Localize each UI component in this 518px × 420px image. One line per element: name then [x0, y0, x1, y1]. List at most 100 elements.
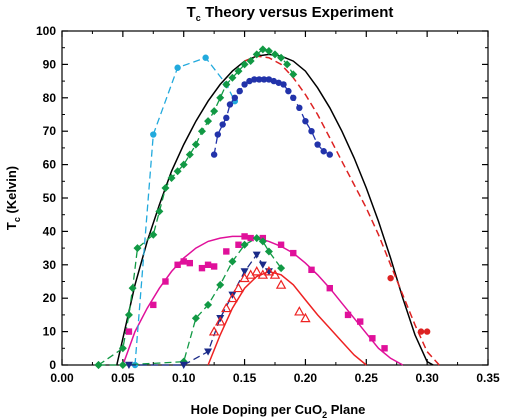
data-point — [149, 230, 158, 239]
data-point — [258, 237, 267, 246]
y-tick-label: 40 — [43, 224, 57, 238]
data-point — [204, 117, 213, 126]
data-point — [180, 258, 187, 265]
data-point — [381, 345, 388, 352]
data-point — [251, 76, 258, 83]
data-point — [214, 131, 221, 138]
data-point — [204, 261, 212, 268]
data-point — [277, 264, 286, 273]
x-tick-label: 0.05 — [111, 371, 135, 385]
theory-curve — [244, 55, 440, 366]
data-point — [271, 50, 279, 59]
data-point — [227, 292, 238, 303]
data-point — [241, 81, 248, 88]
y-tick-label: 100 — [36, 24, 56, 38]
y-tick-label: 20 — [43, 291, 57, 305]
data-point — [226, 101, 234, 108]
data-point — [197, 127, 206, 136]
data-point — [326, 151, 333, 158]
y-tick-label: 80 — [43, 91, 57, 105]
data-point — [179, 160, 188, 169]
y-tick-label: 0 — [49, 358, 56, 372]
data-point — [124, 310, 133, 319]
data-point — [251, 266, 262, 276]
data-point — [155, 207, 164, 216]
data-point — [118, 361, 127, 369]
data-point — [277, 241, 285, 248]
data-point — [252, 234, 261, 243]
data-point — [314, 141, 321, 148]
data-point — [326, 284, 333, 292]
data-point — [269, 269, 281, 279]
data-point — [300, 312, 311, 323]
data-point — [231, 94, 239, 102]
data-point — [246, 57, 255, 66]
data-point — [233, 282, 244, 293]
data-point — [387, 274, 394, 282]
data-point — [357, 318, 364, 325]
data-point — [255, 76, 263, 83]
data-point — [223, 114, 230, 122]
y-tick-label: 90 — [43, 57, 57, 71]
data-point — [191, 140, 200, 149]
data-point — [125, 328, 133, 335]
data-point — [216, 93, 225, 102]
data-point — [162, 278, 169, 285]
y-tick-label: 50 — [43, 191, 57, 205]
x-tick-label: 0.25 — [355, 371, 379, 385]
data-point — [210, 151, 218, 158]
data-point — [320, 148, 327, 155]
series-line — [98, 237, 282, 366]
y-tick-label: 10 — [43, 325, 57, 339]
data-point — [241, 233, 248, 240]
data-point — [150, 131, 157, 138]
data-point — [179, 361, 188, 369]
data-point — [240, 268, 249, 276]
y-axis-title: Tc (Kelvin) — [4, 166, 22, 230]
data-point — [285, 87, 292, 95]
data-point — [216, 315, 225, 323]
data-point — [202, 54, 209, 61]
data-point — [228, 73, 237, 82]
data-point — [264, 247, 273, 256]
data-point — [94, 361, 103, 369]
data-point — [210, 263, 218, 270]
data-point — [290, 249, 297, 257]
data-point — [344, 311, 352, 319]
data-point — [215, 316, 226, 326]
data-point — [264, 47, 273, 56]
data-point — [167, 173, 176, 182]
data-point — [258, 261, 267, 269]
data-point — [275, 79, 282, 86]
series-line — [213, 78, 331, 156]
theory-curve — [207, 270, 367, 366]
data-point — [173, 167, 182, 176]
y-tick-label: 60 — [43, 158, 57, 172]
data-point — [191, 314, 200, 323]
data-point — [252, 251, 261, 259]
data-point — [270, 77, 277, 85]
data-point — [283, 60, 292, 69]
x-tick-label: 0.15 — [233, 371, 257, 385]
data-point — [308, 128, 315, 135]
y-tick-label: 30 — [43, 258, 57, 272]
data-point — [423, 328, 431, 335]
data-point — [258, 45, 267, 54]
data-point — [221, 302, 232, 313]
theory-curve — [122, 235, 404, 366]
data-point — [246, 77, 253, 85]
data-point — [228, 291, 237, 299]
data-point — [185, 150, 194, 159]
data-point — [174, 64, 181, 71]
data-point — [302, 117, 309, 125]
data-point — [150, 301, 157, 309]
data-point — [222, 80, 231, 89]
data-point — [204, 300, 213, 309]
data-point — [296, 104, 303, 112]
data-point — [240, 240, 249, 249]
plot-area: 0.00 0.05 0.10 0.15 0.20 0.25 0.30 0.35 0 10 20 30 4… — [36, 24, 500, 385]
data-point — [210, 107, 219, 116]
data-point — [290, 94, 297, 102]
data-point — [124, 361, 133, 369]
